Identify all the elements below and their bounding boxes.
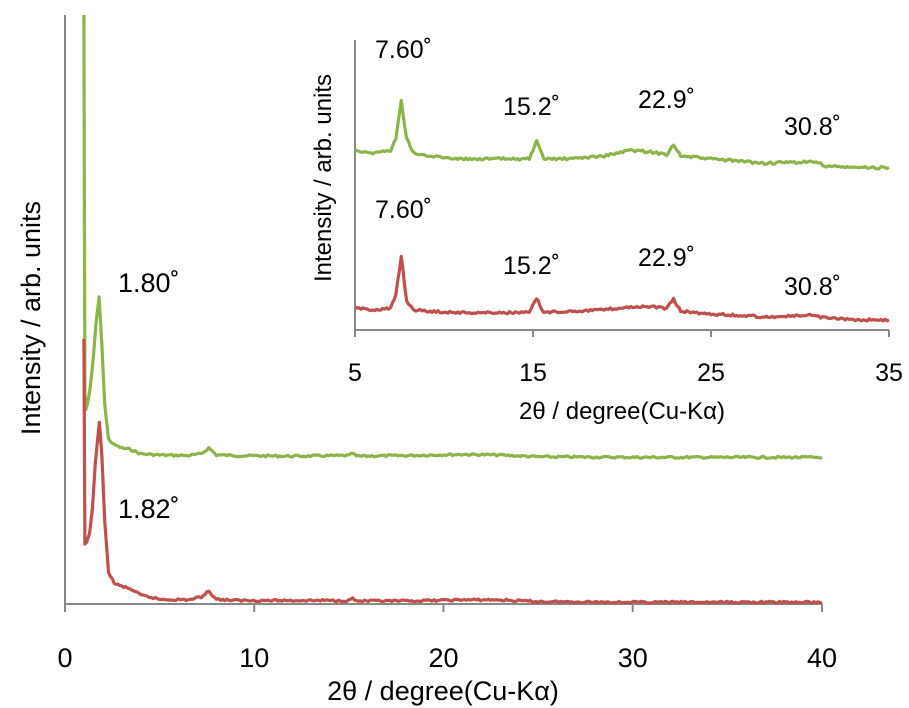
main-x-tick-label: 0 xyxy=(57,643,72,673)
main-series-line-green xyxy=(82,14,823,460)
inset-x-tick-label: 15 xyxy=(519,359,547,387)
main-x-tick-label: 10 xyxy=(239,643,269,673)
inset-x-tick-label: 35 xyxy=(875,359,903,387)
main-peak-label-red: 1.82˚ xyxy=(118,494,180,524)
inset-series-line-green xyxy=(354,98,890,171)
inset-y-axis-label: Intensity / arb. units xyxy=(310,74,337,282)
inset-peak-label-red-30-8: 30.8˚ xyxy=(784,273,841,301)
main-plot: 0 10 20 30 40 2θ / degree(Cu-Kα) Intensity /… xyxy=(16,14,837,706)
inset-peak-label-red-7-60: 7.60˚ xyxy=(375,196,432,224)
main-x-tick-label: 40 xyxy=(807,643,837,673)
main-y-axis-label: Intensity / arb. units xyxy=(16,201,46,435)
main-x-tick-label: 20 xyxy=(428,643,458,673)
inset-peak-label-green-22-9: 22.9˚ xyxy=(638,86,695,114)
inset-series-line-red xyxy=(354,254,890,323)
inset-peak-label-green-30-8: 30.8˚ xyxy=(784,113,841,141)
inset-x-tick-label: 25 xyxy=(697,359,725,387)
main-x-tick-label: 30 xyxy=(618,643,648,673)
inset-plot: 5 15 25 35 2θ / degree(Cu-Kα) Intensity / a… xyxy=(310,36,903,425)
inset-peak-label-red-22-9: 22.9˚ xyxy=(638,244,695,272)
inset-peak-label-green-15-2: 15.2˚ xyxy=(503,93,560,121)
main-x-axis-label: 2θ / degree(Cu-Kα) xyxy=(327,676,559,706)
main-peak-label-green: 1.80˚ xyxy=(118,268,180,298)
inset-x-tick-label: 5 xyxy=(348,359,362,387)
inset-peak-label-red-15-2: 15.2˚ xyxy=(503,252,560,280)
inset-x-axis-label: 2θ / degree(Cu-Kα) xyxy=(519,398,725,425)
inset-peak-label-green-7-60: 7.60˚ xyxy=(375,36,432,64)
main-series-line-red xyxy=(82,338,823,605)
